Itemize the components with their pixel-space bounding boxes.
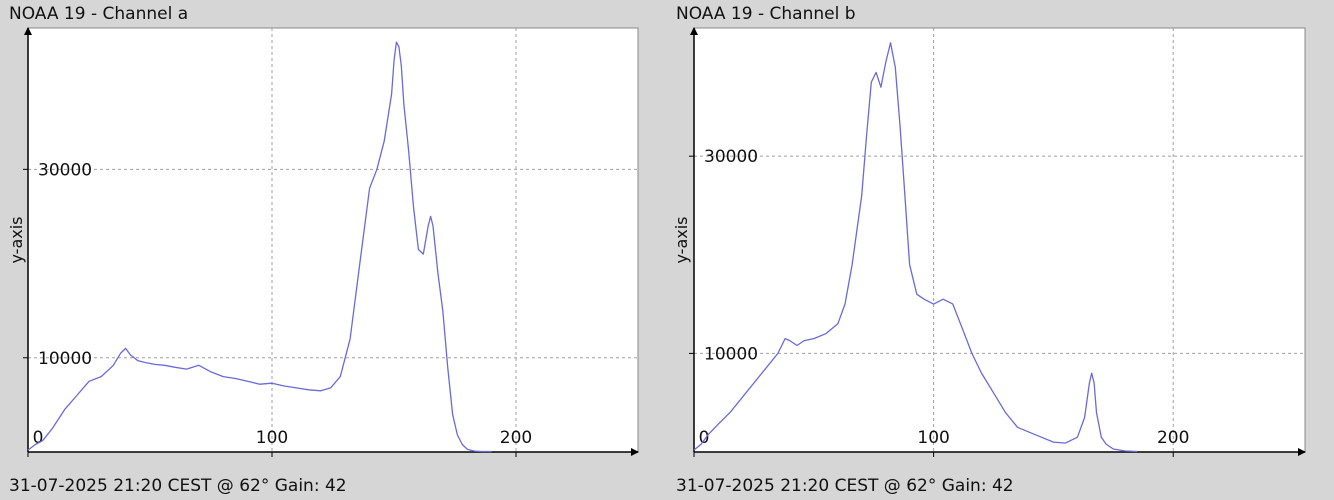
chart-svg-a: 0 100 200 10000 30000 y-axis [7,27,639,457]
y-tick-label: 30000 [38,160,92,180]
chart-panel-a: NOAA 19 - Channel a 0 100 200 10000 30000 y-a… [0,0,666,500]
y-tick-label: 10000 [38,349,92,369]
chart-title: NOAA 19 - Channel a [9,4,189,24]
y-axis-arrow [24,27,32,35]
plot-area [27,27,639,453]
x-tick-label: 200 [500,428,532,448]
x-axis-arrow [631,448,639,456]
x-tick-label: 0 [33,428,44,448]
chart-svg-b: 0 100 200 10000 30000 y-axis [672,27,1306,457]
y-tick-label: 10000 [704,344,758,364]
x-axis-arrow [1298,448,1306,456]
chart-title: NOAA 19 - Channel b [676,4,856,24]
y-axis-arrow [690,27,698,35]
x-tick-label: 100 [256,428,288,448]
chart-footer: 31-07-2025 21:20 CEST @ 62° Gain: 42 [676,476,1014,496]
series-line [693,42,1138,453]
series-line [27,41,492,453]
chart-footer: 31-07-2025 21:20 CEST @ 62° Gain: 42 [9,476,347,496]
y-axis-title: y-axis [672,216,691,263]
x-tick-label: 200 [1157,428,1189,448]
plot-area [693,27,1306,453]
y-tick-label: 30000 [704,147,758,167]
x-tick-label: 0 [699,428,710,448]
y-axis-title: y-axis [7,216,26,263]
x-tick-label: 100 [917,428,949,448]
chart-panel-b: NOAA 19 - Channel b 0 100 200 10000 30000 y-a… [667,0,1334,500]
